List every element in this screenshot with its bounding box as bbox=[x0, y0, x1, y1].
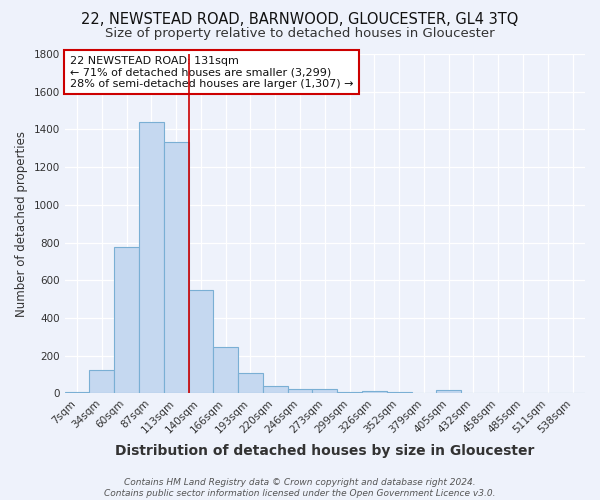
Bar bbox=[139, 122, 164, 394]
Text: Contains HM Land Registry data © Crown copyright and database right 2024.
Contai: Contains HM Land Registry data © Crown c… bbox=[104, 478, 496, 498]
Bar bbox=[287, 388, 313, 394]
Text: 22 NEWSTEAD ROAD: 131sqm
← 71% of detached houses are smaller (3,299)
28% of sem: 22 NEWSTEAD ROAD: 131sqm ← 71% of detach… bbox=[70, 56, 353, 89]
Bar bbox=[436, 390, 461, 394]
Bar bbox=[65, 392, 89, 394]
Text: 22, NEWSTEAD ROAD, BARNWOOD, GLOUCESTER, GL4 3TQ: 22, NEWSTEAD ROAD, BARNWOOD, GLOUCESTER,… bbox=[82, 12, 518, 28]
Bar bbox=[387, 392, 412, 394]
Text: Size of property relative to detached houses in Gloucester: Size of property relative to detached ho… bbox=[105, 28, 495, 40]
Bar bbox=[164, 142, 188, 394]
Bar bbox=[114, 248, 139, 394]
X-axis label: Distribution of detached houses by size in Gloucester: Distribution of detached houses by size … bbox=[115, 444, 535, 458]
Bar bbox=[238, 372, 263, 394]
Bar bbox=[214, 347, 238, 394]
Bar bbox=[263, 386, 287, 394]
Bar bbox=[89, 370, 114, 394]
Bar bbox=[188, 290, 214, 394]
Bar bbox=[362, 390, 387, 394]
Bar bbox=[313, 388, 337, 394]
Y-axis label: Number of detached properties: Number of detached properties bbox=[15, 130, 28, 316]
Bar bbox=[337, 392, 362, 394]
